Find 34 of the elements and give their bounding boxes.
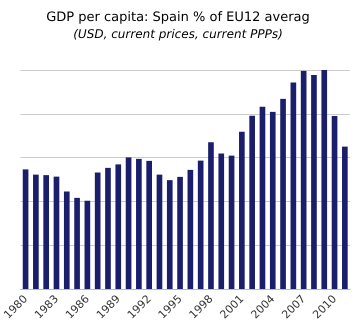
bar [136,158,142,289]
bar [218,153,224,289]
bar [300,70,306,289]
bar [74,198,80,289]
bar [198,160,204,289]
bar [260,106,266,289]
bar [54,176,60,289]
bar [64,192,70,289]
bar [84,200,90,289]
bar [166,180,173,289]
bar [270,112,276,289]
bar [43,175,50,289]
bar [105,168,111,289]
chart-subtitle: (USD, current prices, current PPPs) [73,27,283,41]
bar [290,82,296,289]
bar [249,116,255,289]
bar [228,156,234,289]
bar [188,170,194,289]
chart-title: GDP per capita: Spain % of EU12 averag [46,10,310,25]
bar [146,160,152,289]
bar [342,146,348,289]
bar [311,75,317,289]
bar [239,132,245,289]
bar [33,174,39,289]
bar [321,70,328,289]
bar [177,176,183,289]
bar [156,174,162,289]
bar [22,169,28,289]
bar [208,142,214,289]
bar [115,164,122,289]
bar [126,157,132,289]
bar [94,172,101,289]
bar [332,116,338,289]
bar [280,98,286,289]
